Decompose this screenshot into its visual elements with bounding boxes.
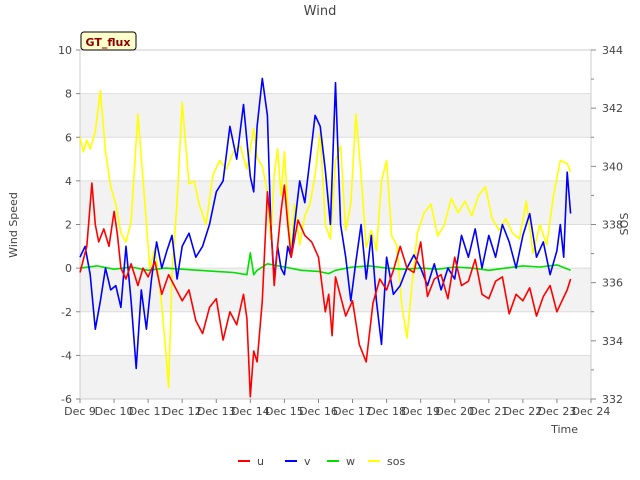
legend-label-v: v — [304, 455, 311, 468]
series-line-w — [79, 252, 571, 276]
y-tick-label: 2 — [65, 219, 72, 232]
x-tick-label: Dec 20 — [435, 405, 474, 418]
y-tick-label: 10 — [58, 44, 72, 57]
site-badge-label: GT_flux — [86, 36, 131, 49]
chart-title: Wind — [304, 4, 337, 19]
x-axis-label: Time — [550, 423, 578, 436]
y2-tick-label: 336 — [602, 277, 623, 290]
y2-tick-label: 342 — [602, 102, 623, 115]
series-line-u — [79, 182, 572, 398]
x-tick-label: Dec 24 — [572, 405, 611, 418]
x-tick-label: Dec 14 — [231, 405, 270, 418]
x-tick-label: Dec 15 — [265, 405, 304, 418]
y-tick-label: -2 — [61, 306, 72, 319]
x-tick-label: Dec 11 — [129, 405, 168, 418]
legend: u v w sos — [238, 455, 405, 468]
background-band — [80, 180, 591, 225]
x-tick-label: Dec 13 — [197, 405, 236, 418]
y2-axis-label: SOS — [618, 213, 631, 236]
y2-tick-label: 344 — [602, 44, 623, 57]
y-axis-ticks: -6 -4 -2 0 2 4 6 8 10 — [58, 44, 80, 406]
y-tick-label: -4 — [61, 349, 72, 362]
legend-label-sos: sos — [387, 455, 405, 468]
x-tick-label: Dec 10 — [95, 405, 134, 418]
y-tick-label: 0 — [65, 262, 72, 275]
series-line-v — [79, 77, 572, 370]
y2-tick-label: 332 — [602, 393, 623, 406]
legend-label-w: w — [346, 455, 355, 468]
y-tick-label: 4 — [65, 175, 72, 188]
y2-tick-label: 334 — [602, 335, 623, 348]
x-tick-label: Dec 21 — [469, 405, 508, 418]
x-tick-label: Dec 9 — [64, 405, 96, 418]
x-tick-label: Dec 22 — [503, 405, 542, 418]
y-axis-label: Wind Speed — [7, 192, 20, 258]
y-tick-label: -6 — [61, 393, 72, 406]
series-layer — [79, 77, 572, 398]
x-tick-label: Dec 17 — [333, 405, 372, 418]
background-band — [80, 311, 591, 356]
x-tick-label: Dec 23 — [538, 405, 577, 418]
site-badge: GT_flux — [80, 31, 137, 51]
background-band — [80, 355, 591, 399]
x-tick-label: Dec 12 — [163, 405, 202, 418]
y2-axis-ticks: 332 334 336 338 340 342 344 — [591, 44, 623, 406]
y2-tick-label: 338 — [602, 219, 623, 232]
x-tick-label: Dec 18 — [367, 405, 406, 418]
y-tick-label: 8 — [65, 88, 72, 101]
y2-tick-label: 340 — [602, 160, 623, 173]
legend-label-u: u — [257, 455, 264, 468]
y-tick-label: 6 — [65, 131, 72, 144]
x-tick-label: Dec 19 — [401, 405, 440, 418]
x-tick-label: Dec 16 — [299, 405, 338, 418]
